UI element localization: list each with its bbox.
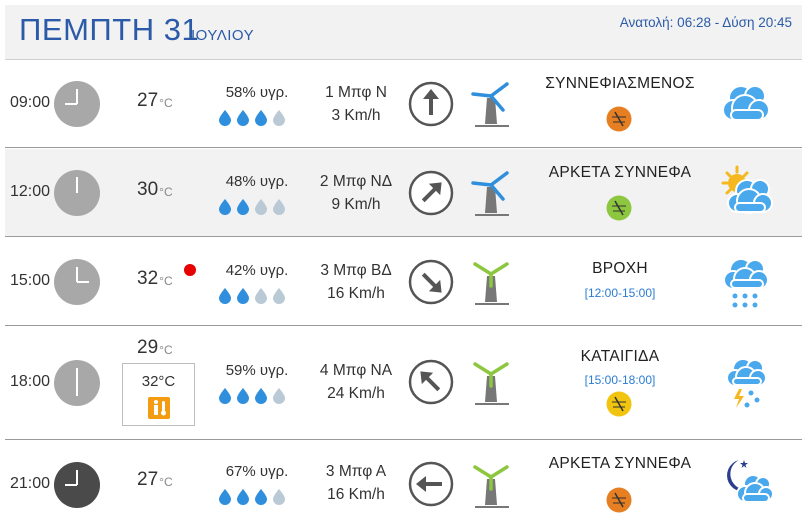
- temperature: 27°C: [137, 90, 173, 111]
- wind-direction-sw-icon: [408, 170, 454, 216]
- cloud-icon: [722, 85, 770, 122]
- condition-time-range: [15:00-18:00]: [584, 373, 656, 387]
- wind-info: 3 Μπφ ΒΔ 16 Km/h: [320, 262, 392, 302]
- row-time: 12:00: [10, 183, 51, 200]
- mosquito-icon: [606, 106, 632, 132]
- condition-time-range: [12:00-15:00]: [584, 286, 656, 300]
- humidity-label: 48% υγρ.: [225, 173, 289, 190]
- humidity-label: 58% υγρ.: [225, 84, 289, 101]
- forecast-row-2100: 21:00 27°C 67% υγρ. 3 Μπφ Α 16 Km/h ΑΡΚΕΤ…: [5, 441, 802, 516]
- warning-dot: [184, 264, 196, 276]
- feels-like-temp: 32°C: [141, 373, 176, 390]
- condition-label: ΣΥΝΝΕΦΙΑΣΜΕΝΟΣ: [545, 75, 695, 92]
- humidity-label: 42% υγρ.: [225, 262, 289, 279]
- night-cloud-icon: [727, 460, 774, 504]
- wind-info: 4 Μπφ ΝΑ 24 Km/h: [319, 362, 393, 402]
- row-time: 18:00: [10, 373, 51, 390]
- humidity-label: 67% υγρ.: [225, 463, 289, 480]
- temperature: 32°C: [137, 268, 173, 289]
- temperature: 30°C: [137, 179, 173, 200]
- humidity-label: 59% υγρ.: [225, 362, 289, 379]
- wind-turbine-icon: [473, 465, 509, 508]
- row-divider: [5, 325, 802, 326]
- clock-icon: [54, 170, 100, 216]
- wind-info: 3 Μπφ Α 16 Km/h: [325, 463, 387, 503]
- clock-icon: [54, 360, 100, 406]
- humidity-drops-icon: [219, 388, 285, 404]
- row-divider: [5, 147, 802, 148]
- wind-turbine-icon: [471, 171, 509, 216]
- heat-person-icon: [148, 397, 170, 419]
- day-header: ΠΕΜΠΤΗ 31 ΙΟΥΛΙΟΥ Ανατολή: 06:28 - Δύση …: [5, 5, 802, 60]
- temperature: 27°C: [137, 469, 173, 490]
- wind-info: 2 Μπφ ΝΔ 9 Km/h: [319, 173, 393, 213]
- forecast-row-1800: 18:00 29°C 32°C 59% υγρ. 4 Μπφ ΝΑ 24 Km/h…: [5, 327, 802, 440]
- thunderstorm-icon: [726, 358, 767, 408]
- forecast-row-1500: 15:00 32°C 42% υγρ. 3 Μπφ ΒΔ 16 Km/h ΒΡΟΧ…: [5, 238, 802, 326]
- condition-label: ΒΡΟΧΗ: [592, 260, 648, 277]
- mosquito-icon: [606, 391, 632, 417]
- condition-label: ΚΑΤΑΙΓΙΔΑ: [580, 348, 660, 365]
- row-divider: [5, 439, 802, 440]
- humidity-drops-icon: [219, 199, 285, 215]
- humidity-drops-icon: [219, 288, 285, 304]
- row-time: 09:00: [10, 94, 51, 111]
- wind-direction-n-icon: [408, 81, 454, 127]
- forecast-row-1200: 12:00 30°C 48% υγρ. 2 Μπφ ΝΔ 9 Km/h ΑΡΚΕΤ…: [5, 149, 802, 237]
- row-time: 15:00: [10, 272, 51, 289]
- month-label: ΙΟΥΛΙΟΥ: [191, 27, 255, 44]
- partly-sunny-icon: [721, 165, 773, 214]
- row-time: 21:00: [10, 475, 51, 492]
- mosquito-icon: [606, 487, 632, 513]
- wind-direction-se-icon: [408, 359, 454, 405]
- clock-icon: [54, 81, 100, 127]
- mosquito-icon: [606, 195, 632, 221]
- humidity-drops-icon: [219, 110, 285, 126]
- wind-direction-nw-icon: [408, 259, 454, 305]
- day-title: ΠΕΜΠΤΗ 31: [19, 12, 200, 47]
- wind-direction-e-icon: [408, 461, 454, 507]
- temperature: 29°C: [137, 337, 173, 358]
- condition-label: ΑΡΚΕΤΑ ΣΥΝΝΕΦΑ: [548, 164, 692, 181]
- wind-turbine-icon: [473, 362, 509, 405]
- wind-turbine-icon: [471, 82, 509, 127]
- row-divider: [5, 236, 802, 237]
- sunrise-sunset: Ανατολή: 06:28 - Δύση 20:45: [619, 15, 792, 30]
- wind-turbine-icon: [473, 262, 509, 305]
- condition-label: ΑΡΚΕΤΑ ΣΥΝΝΕΦΑ: [548, 455, 692, 472]
- feels-like-box: 32°C: [122, 363, 195, 426]
- rain-cloud-icon: [723, 258, 769, 308]
- clock-icon: [54, 259, 100, 305]
- clock-night-icon: [54, 462, 100, 508]
- humidity-drops-icon: [219, 489, 285, 505]
